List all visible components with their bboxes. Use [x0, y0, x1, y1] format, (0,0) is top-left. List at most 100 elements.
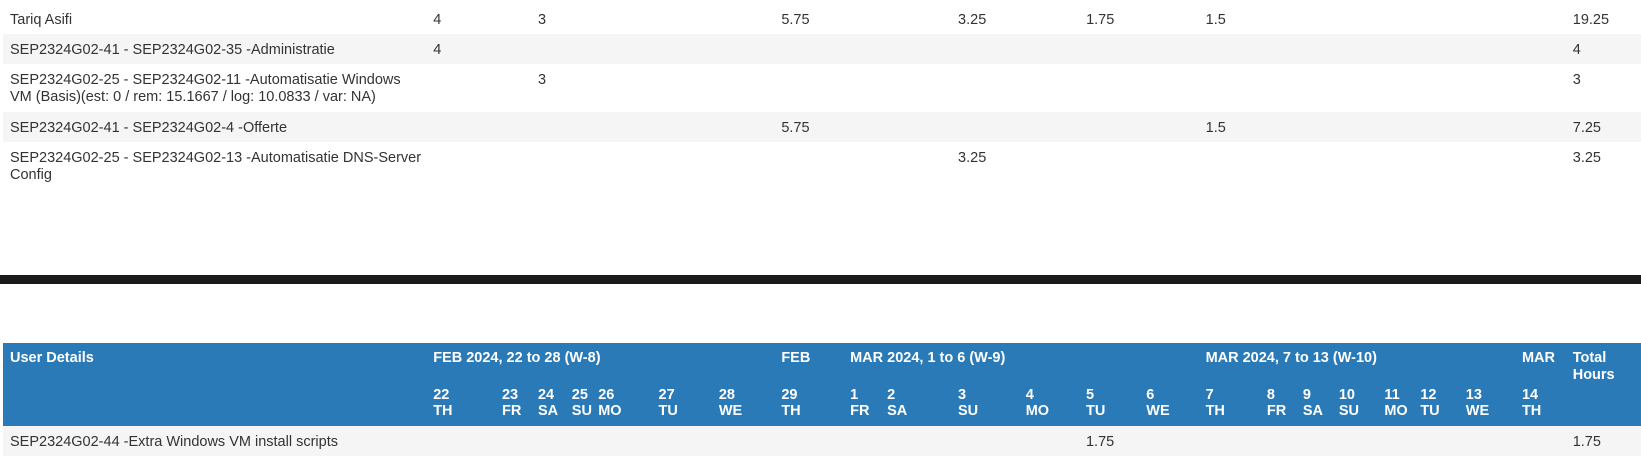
- week-9-header: MAR 2024, 1 to 6 (W-9): [850, 350, 1006, 366]
- day-number: 6: [1146, 387, 1155, 403]
- day-number: 28: [718, 387, 735, 403]
- user-details-header: User Details: [10, 350, 94, 366]
- user-hours-table: Tariq Asifi 4 3 5.75 3.25 1.75 1.5 19.25 SEP2324…: [3, 4, 1641, 191]
- day-of-week: FR: [850, 403, 870, 419]
- task-label: SEP2324G02-25 - SEP2324G02-13 -Automatis…: [10, 150, 422, 183]
- day-of-week: SA: [887, 403, 908, 419]
- task-label: Tariq Asifi: [10, 12, 73, 28]
- day-of-week: TH: [1205, 403, 1225, 419]
- hours-cell: [1079, 112, 1139, 142]
- total-cell: 4: [1572, 42, 1581, 58]
- day-header: 23 FR: [495, 386, 531, 426]
- day-number: 11: [1384, 387, 1400, 403]
- hours-cell: [531, 142, 565, 191]
- day-header: 26 MO: [591, 386, 651, 426]
- day-number: 25: [571, 387, 588, 403]
- day-header: 8 FR: [1260, 386, 1296, 426]
- day-of-week: MO: [598, 403, 622, 419]
- day-number: 3: [957, 387, 967, 403]
- day-number: 2: [887, 387, 896, 403]
- table-row: SEP2324G02-25 - SEP2324G02-13 -Automatis…: [3, 142, 1641, 191]
- hours-cell: 4: [433, 12, 442, 28]
- hours-cell: [1199, 142, 1260, 191]
- day-number: 14: [1521, 387, 1539, 403]
- week-8-header: FEB 2024, 22 to 28 (W-8): [433, 350, 601, 366]
- user-summary-row: Tariq Asifi 4 3 5.75 3.25 1.75 1.5 19.25: [3, 4, 1641, 34]
- day-header: 1 FR: [843, 386, 880, 426]
- day-header: 4 MO: [1019, 386, 1079, 426]
- day-number: 12: [1420, 387, 1437, 403]
- day-of-week: MO: [1384, 403, 1408, 419]
- day-header: 10 SU: [1332, 386, 1377, 426]
- day-header: 11 MO: [1377, 386, 1413, 426]
- day-header: 27 TU: [652, 386, 712, 426]
- day-of-week: WE: [1146, 403, 1170, 419]
- hours-cell: [426, 112, 495, 142]
- day-of-week: TH: [781, 403, 801, 419]
- hours-cell: [774, 64, 843, 112]
- table-row: SEP2324G02-41 - SEP2324G02-35 -Administr…: [3, 34, 1641, 64]
- feb-header: FEB: [781, 350, 811, 366]
- hours-cell: 1.5: [1205, 120, 1226, 136]
- hours-cell: [531, 34, 565, 64]
- hours-cell: 1.75: [1086, 12, 1115, 28]
- day-of-week: WE: [1465, 403, 1490, 419]
- day-header: 2 SA: [880, 386, 951, 426]
- day-of-week: TU: [1085, 403, 1106, 419]
- day-number: 9: [1302, 387, 1311, 403]
- day-header: 22 TH: [426, 386, 495, 426]
- day-header: 25 SU: [565, 386, 592, 426]
- day-header: 9 SA: [1296, 386, 1332, 426]
- day-of-week: MO: [1025, 403, 1050, 419]
- day-of-week: SU: [1338, 403, 1360, 419]
- task-label: SEP2324G02-41 - SEP2324G02-35 -Administr…: [10, 42, 335, 58]
- day-number: 7: [1205, 387, 1214, 403]
- day-number: 26: [598, 387, 615, 403]
- section-divider: [0, 275, 1641, 284]
- day-header: 7 TH: [1199, 386, 1260, 426]
- week-10-header: MAR 2024, 7 to 13 (W-10): [1205, 350, 1377, 366]
- day-of-week: SU: [571, 403, 592, 419]
- day-header: 6 WE: [1139, 386, 1198, 426]
- day-header: 13 WE: [1459, 386, 1515, 426]
- day-number: 4: [1025, 387, 1034, 403]
- total-cell: 1.75: [1572, 434, 1601, 450]
- total-cell: 3.25: [1572, 150, 1601, 166]
- day-number: 22: [433, 387, 450, 403]
- hours-cell: [1079, 64, 1139, 112]
- hours-cell: 3.25: [958, 150, 987, 166]
- total-cell: 3: [1572, 72, 1581, 88]
- hours-cell: [426, 142, 495, 191]
- hours-cell: [1199, 64, 1260, 112]
- task-label: SEP2324G02-25 - SEP2324G02-11 -Automatis…: [10, 72, 401, 105]
- mar-header: MAR: [1521, 350, 1555, 366]
- day-of-week: SU: [957, 403, 979, 419]
- day-number: 24: [537, 387, 555, 403]
- day-of-week: TU: [658, 403, 678, 419]
- hours-cell: [426, 64, 495, 112]
- hours-cell: 5.75: [781, 120, 810, 136]
- day-of-week: TH: [1521, 403, 1542, 419]
- total-cell: 19.25: [1572, 12, 1610, 28]
- hours-cell: 1.75: [1085, 434, 1115, 450]
- total-hours-header: Total Hours: [1572, 350, 1615, 383]
- day-number: 23: [501, 387, 519, 403]
- task-label: SEP2324G02-41 - SEP2324G02-4 -Offerte: [10, 120, 288, 136]
- day-header: 3 SU: [951, 386, 1019, 426]
- task-label: SEP2324G02-44 -Extra Windows VM install …: [10, 434, 338, 450]
- hours-cell: [774, 34, 843, 64]
- hours-cell: [531, 112, 565, 142]
- day-header: 28 WE: [712, 386, 775, 426]
- sprint-hours-table: User Details FEB 2024, 22 to 28 (W-8) FE…: [3, 343, 1641, 456]
- table-row: SEP2324G02-25 - SEP2324G02-11 -Automatis…: [3, 64, 1641, 112]
- day-number: 29: [781, 387, 798, 403]
- table-row: SEP2324G02-41 - SEP2324G02-4 -Offerte 5.7…: [3, 112, 1641, 142]
- day-of-week: TH: [433, 403, 453, 419]
- day-header: 14 TH: [1515, 386, 1566, 426]
- day-of-week: TU: [1420, 403, 1440, 419]
- day-header: 5 TU: [1079, 386, 1139, 426]
- hours-cell: [951, 112, 1019, 142]
- table-row: SEP2324G02-44 -Extra Windows VM install …: [3, 426, 1641, 456]
- day-of-week: SA: [1302, 403, 1324, 419]
